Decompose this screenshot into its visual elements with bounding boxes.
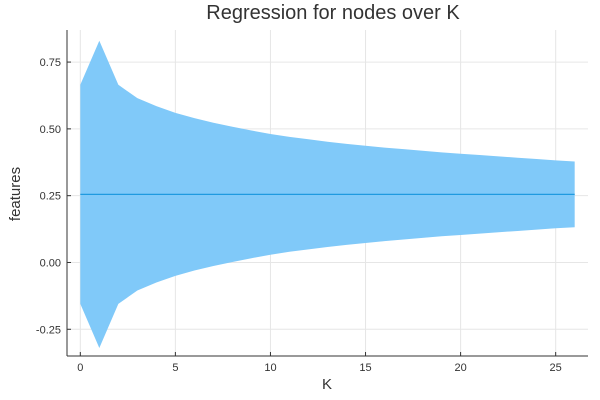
y-tick-label: 0.75 (40, 57, 61, 69)
data-layer (80, 40, 575, 348)
x-tick-label: 0 (77, 362, 83, 374)
y-tick-label: 0.00 (40, 257, 61, 269)
x-tick-label: 25 (550, 362, 562, 374)
x-tick-label: 15 (359, 362, 371, 374)
y-tick-label: 0.50 (40, 124, 61, 136)
y-axis-label: features (7, 167, 24, 221)
y-tick-label: 0.25 (40, 191, 61, 203)
chart-title: Regression for nodes over K (206, 2, 460, 24)
axes (66, 30, 588, 357)
x-tick-label: 20 (454, 362, 466, 374)
x-tick-label: 10 (264, 362, 276, 374)
x-tick-label: 5 (172, 362, 178, 374)
ticks: 0 5 10 15 20 25 -0.25 0.00 0.25 0.50 0.75 (36, 57, 562, 374)
y-tick-label: -0.25 (36, 324, 61, 336)
x-axis-label: K (322, 376, 332, 393)
